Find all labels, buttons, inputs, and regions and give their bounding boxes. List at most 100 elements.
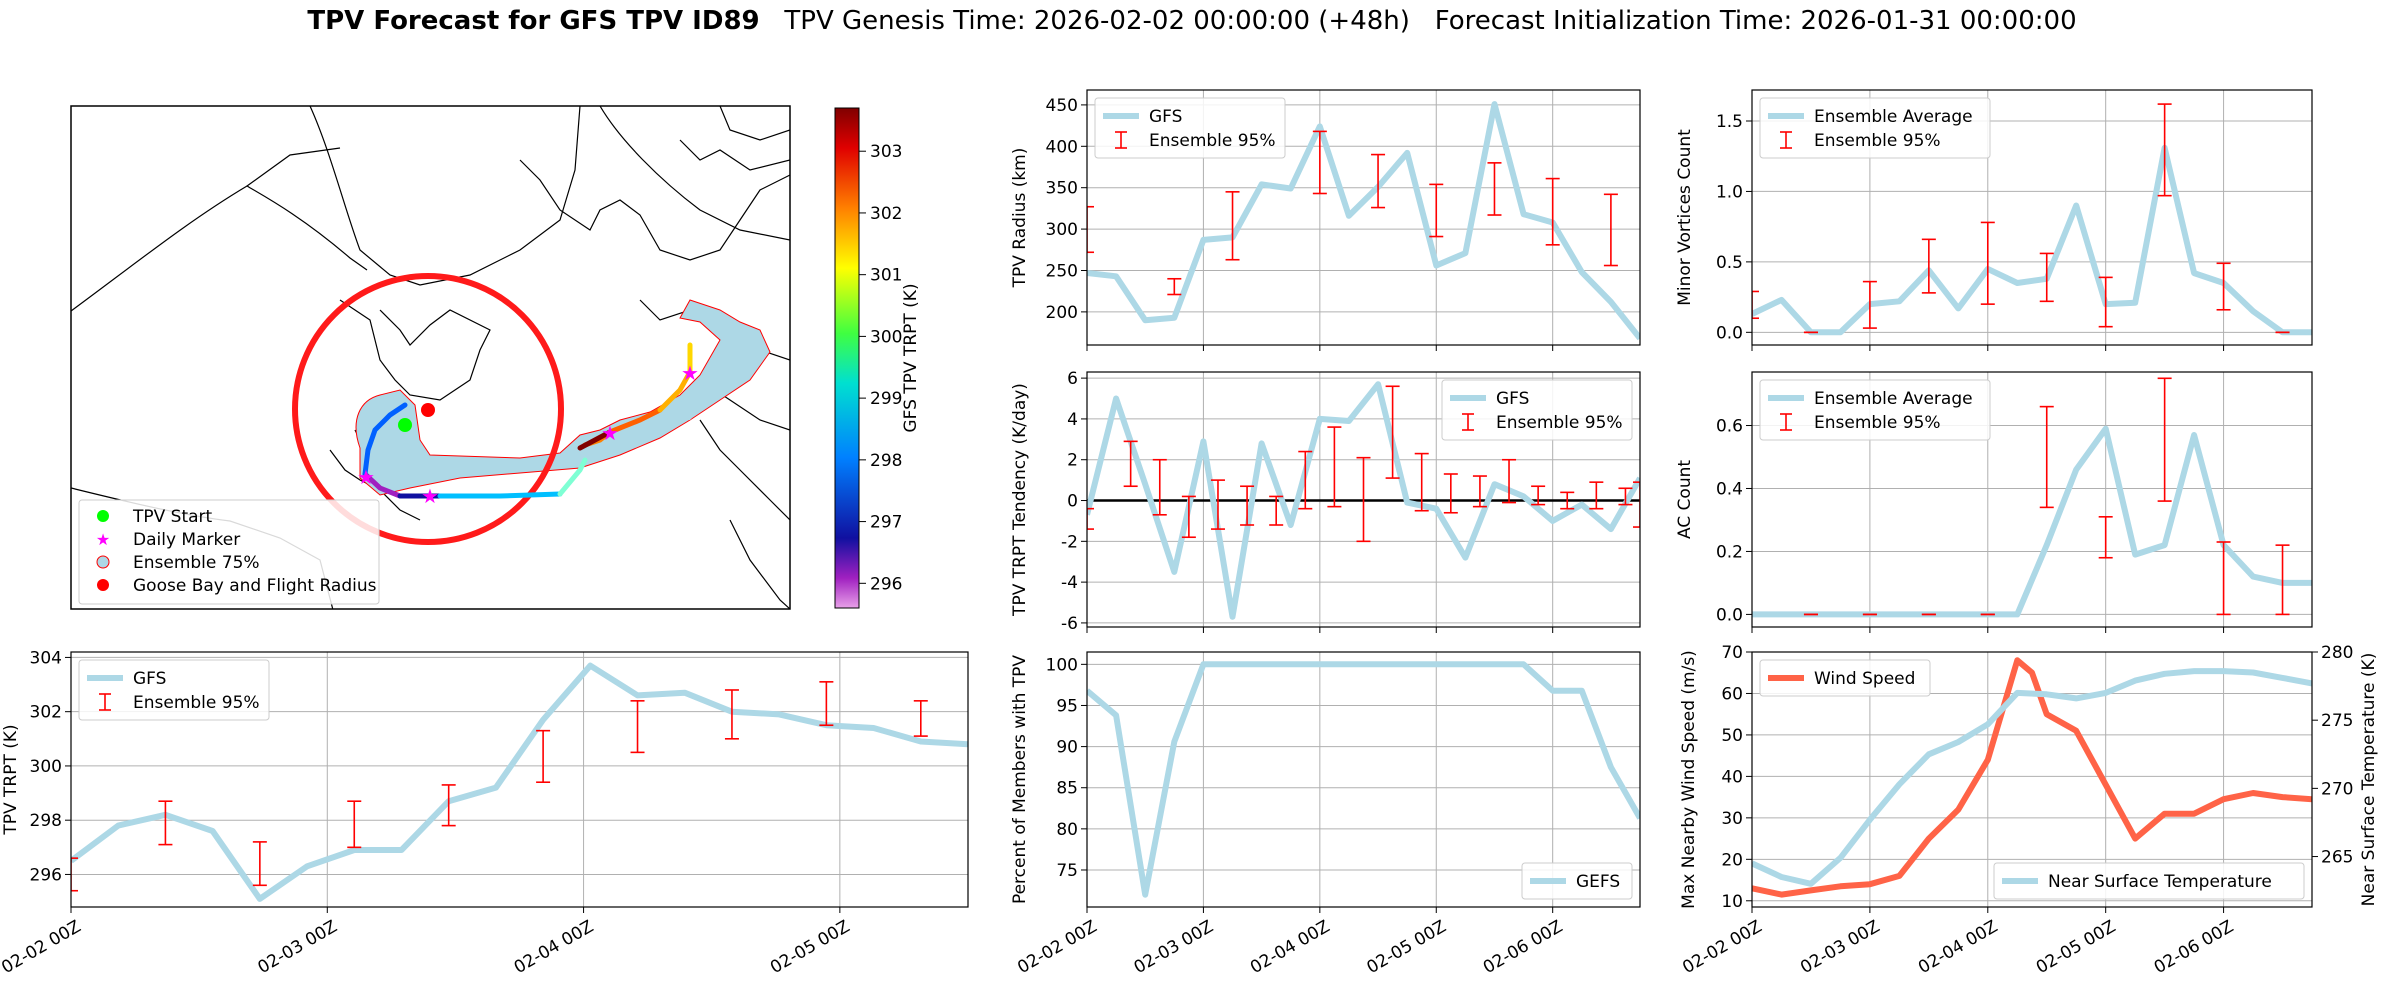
colorbar-tick-label: 302 (870, 204, 902, 224)
y-tick-label: 100 (1046, 655, 1078, 675)
tendency-chart: -6 -4 -2 0 2 4 6 TPV TRPT Tendency (K/day) GFS En… (1010, 369, 1641, 634)
series-line-wind-speed (1752, 657, 2312, 898)
plot-content (71, 662, 968, 902)
legend-label: Ensemble 95% (1496, 413, 1623, 433)
y2-axis-label: Near Surface Temperature (K) (2359, 653, 2379, 907)
legend-daily-marker: Daily Marker (133, 530, 240, 550)
legend-label: GFS (1496, 389, 1529, 409)
figure-title-bold: TPV Forecast for GFS TPV ID89 (307, 6, 760, 36)
legend-goose-bay-icon (97, 579, 109, 591)
y-tick-label: 0.0 (1716, 605, 1743, 625)
colorbar-gradient (834, 107, 860, 609)
svg-text:★: ★ (681, 361, 699, 385)
plot-frame (1086, 89, 1641, 346)
colorbar-tick-label: 301 (870, 266, 902, 286)
ac-count-chart: 0.0 0.2 0.4 0.6 AC Count Ensemble Average Ense… (1675, 371, 2313, 633)
legend-ensemble-icon (96, 555, 110, 569)
legend-label: Ensemble 95% (133, 693, 260, 713)
members-chart: 75 80 85 90 95 100 02-02 00Z 02-03 00Z 02-04 00Z… (1010, 651, 1641, 978)
y-tick-label: 4 (1067, 410, 1078, 430)
plot-content (1752, 657, 2312, 898)
plot-frame (70, 651, 969, 908)
x-tick-label: 02-03 00Z (254, 917, 340, 978)
y-tick-label: -6 (1061, 614, 1078, 634)
plot-content (1087, 661, 1640, 898)
tpv-start-marker (398, 418, 412, 432)
series-line-gfs (1087, 381, 1640, 620)
y-tick-label: 400 (1046, 137, 1078, 157)
y2-tick-label: 265 (2321, 848, 2353, 868)
y-tick-label: 50 (1721, 726, 1743, 746)
svg-text:★: ★ (357, 465, 375, 489)
plot-frame (1751, 371, 2313, 628)
legend-box (1441, 379, 1633, 441)
y-tick-label: 85 (1056, 779, 1078, 799)
y-tick-label: 300 (1046, 220, 1078, 240)
legend-box (1521, 862, 1633, 900)
y2-tick-label: 275 (2321, 711, 2353, 731)
y-tick-label: 450 (1046, 96, 1078, 116)
series-line-gefs (1087, 661, 1640, 898)
y2-tick-label: 270 (2321, 779, 2353, 799)
plot-content (1752, 377, 2312, 618)
y-tick-label: 1.5 (1716, 112, 1743, 132)
plot-content (1087, 381, 1640, 620)
y-axis-label: Minor Vortices Count (1675, 129, 1695, 306)
goose-bay-marker (421, 403, 435, 417)
y-tick-label: 350 (1046, 179, 1078, 199)
x-tick-label: 02-02 00Z (1679, 917, 1765, 978)
colorbar: 296 297 298 299 300 301 302 303 GFS TPV TRPT (K… (834, 107, 921, 609)
series-line-ensemble-average (1752, 144, 2312, 336)
legend-label: GFS (1149, 107, 1182, 127)
legend-label: Ensemble Average (1814, 389, 1973, 409)
legend-star-icon: ★ (96, 530, 110, 549)
wind-temp-chart: 10 20 30 40 50 60 70 02-02 00Z 02-03 00Z 02-04 00… (1679, 643, 2379, 978)
x-tick-label: 02-06 00Z (2151, 917, 2237, 978)
y-tick-label: 60 (1721, 684, 1743, 704)
legend-label: Ensemble 95% (1814, 131, 1941, 151)
y-tick-label: 30 (1721, 809, 1743, 829)
map-legend: TPV Start ★ Daily Marker Ensemble 75% Go… (78, 499, 380, 605)
coastlines (71, 106, 790, 609)
legend-label: Ensemble 95% (1814, 413, 1941, 433)
plot-content (1752, 103, 2312, 336)
x-tick-label: 02-05 00Z (1363, 917, 1449, 978)
plot-frame (1086, 371, 1641, 628)
trpt-chart: 296 298 300 302 304 02-02 00Z 02-03 00Z 02-04 0… (0, 648, 969, 978)
y-axis-label: Percent of Members with TPV (1010, 655, 1030, 904)
x-tick-label: 02-03 00Z (1797, 917, 1883, 978)
legend-label: GEFS (1576, 872, 1620, 892)
map-panel: ★ ★ ★ ★ TPV Start ★ Daily Marker Ensembl… (70, 105, 921, 610)
colorbar-tick-label: 303 (870, 142, 902, 162)
map-legend-box (78, 499, 380, 605)
legend-goose-bay: Goose Bay and Flight Radius (133, 576, 377, 596)
colorbar-label: GFS TPV TRPT (K) (901, 283, 921, 432)
plot-frame (1086, 651, 1641, 908)
colorbar-tick-label: 297 (870, 513, 902, 533)
legend-label: Ensemble Average (1814, 107, 1973, 127)
flight-radius-circle (292, 273, 564, 545)
radius-chart: 200 250 300 350 400 450 TPV Radius (km) GFS Ense… (1010, 89, 1641, 351)
genesis-time: TPV Genesis Time: 2026-02-02 00:00:00 (+… (784, 6, 1410, 36)
y-tick-label: 90 (1056, 738, 1078, 758)
svg-text:★: ★ (421, 484, 439, 508)
legend-box (1759, 659, 1931, 697)
svg-text:★: ★ (601, 421, 619, 445)
y2-tick-label: 280 (2321, 643, 2353, 663)
x-tick-label: 02-02 00Z (1014, 917, 1100, 978)
y-axis-label: Max Nearby Wind Speed (m/s) (1679, 650, 1699, 909)
x-tick-label: 02-04 00Z (1915, 917, 2001, 978)
y-tick-label: 80 (1056, 820, 1078, 840)
y-tick-label: 302 (30, 703, 62, 723)
y-tick-label: -2 (1061, 532, 1078, 552)
colorbar-tick-label: 299 (870, 389, 902, 409)
x-tick-label: 02-05 00Z (767, 917, 853, 978)
y-tick-label: 2 (1067, 451, 1078, 471)
x-tick-label: 02-03 00Z (1131, 917, 1217, 978)
y-tick-label: 1.0 (1716, 182, 1743, 202)
plot-frame (1751, 651, 2313, 908)
y-tick-label: 250 (1046, 261, 1078, 281)
colorbar-tick-label: 298 (870, 451, 902, 471)
y-tick-label: 95 (1056, 696, 1078, 716)
